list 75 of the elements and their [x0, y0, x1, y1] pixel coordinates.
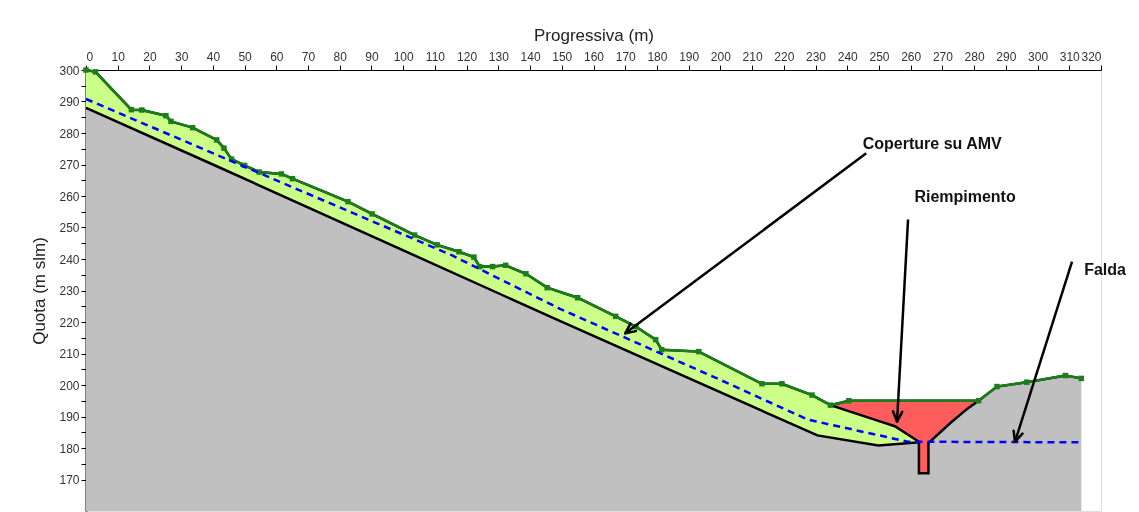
x-tick-label: 60: [270, 49, 284, 64]
x-tick-label: 190: [679, 49, 700, 64]
y-tick-label: 280: [59, 126, 80, 141]
x-axis-title: Progressiva (m): [534, 25, 654, 45]
annotation: Riempimento: [914, 187, 1016, 205]
y-tick-label: 180: [59, 441, 80, 456]
x-tick-label: 260: [901, 49, 922, 64]
point: [411, 232, 418, 238]
x-tick-label: 150: [552, 49, 573, 64]
point: [163, 112, 169, 119]
x-tick-label: 70: [301, 49, 316, 64]
point: [696, 348, 702, 355]
x-tick-label: 220: [774, 49, 795, 64]
point: [139, 107, 145, 113]
x-tick-label: 50: [238, 49, 253, 64]
x-tick-label: 80: [333, 49, 348, 64]
y-tick-label: 250: [59, 221, 80, 235]
x-tick-label: 240: [837, 49, 859, 64]
point: [1024, 379, 1030, 385]
x-tick-label: 280: [964, 49, 985, 64]
annotation: Coperture su AMV: [862, 135, 1003, 153]
y-tick-label: 270: [59, 158, 80, 172]
y-tick-label: 230: [59, 284, 80, 298]
y-tick-label: 260: [59, 189, 80, 204]
point: [369, 211, 375, 217]
point: [456, 249, 462, 255]
y-tick-label: 210: [59, 347, 80, 361]
x-tick-label: 210: [742, 49, 763, 64]
annotation: Falda: [1084, 260, 1127, 278]
y-tick-label: 170: [59, 473, 80, 487]
x-tick-label: 300: [1028, 49, 1049, 64]
x-tick-label: 0: [86, 49, 94, 64]
point: [994, 383, 1000, 390]
x-tick-label: 10: [111, 49, 126, 64]
x-tick-label: 20: [143, 49, 157, 64]
x-tick-label: 320: [1081, 49, 1102, 64]
x-tick-label: 40: [206, 49, 221, 64]
x-tick-label: 140: [520, 49, 541, 64]
x-tick-label: 100: [393, 49, 415, 64]
x-tick-label: 310: [1059, 49, 1081, 64]
x-tick-label: 30: [174, 49, 189, 64]
x-tick-label: 130: [488, 49, 510, 64]
point: [345, 198, 351, 205]
x-tick-label: 160: [583, 49, 605, 64]
x-tick-label: 230: [806, 49, 827, 64]
point: [471, 254, 477, 260]
x-tick-label: 180: [647, 49, 668, 64]
y-tick-label: 200: [59, 378, 80, 393]
point: [846, 398, 852, 404]
point: [92, 69, 99, 75]
x-tick-label: 290: [996, 49, 1017, 64]
y-tick-label: 190: [59, 410, 80, 424]
point: [434, 242, 440, 248]
point: [168, 118, 174, 125]
y-tick-label: 300: [59, 63, 80, 78]
y-axis-title: Quota (m slm): [30, 237, 50, 345]
x-tick-label: 170: [615, 49, 637, 64]
x-tick-label: 250: [869, 49, 890, 64]
point: [221, 145, 227, 151]
point: [544, 284, 550, 291]
point: [523, 271, 529, 277]
x-tick-label: 120: [457, 49, 478, 64]
point: [278, 171, 285, 177]
y-tick-label: 220: [59, 315, 80, 330]
point: [759, 381, 765, 387]
x-tick-label: 270: [932, 49, 954, 64]
point: [809, 392, 815, 398]
point: [779, 381, 785, 387]
y-tick-label: 290: [59, 95, 80, 109]
y-tick-label: 240: [59, 252, 80, 267]
x-tick-label: 90: [365, 49, 379, 64]
point: [827, 402, 834, 408]
x-tick-label: 110: [425, 49, 446, 64]
point: [213, 137, 220, 143]
x-tick-label: 200: [710, 49, 732, 64]
